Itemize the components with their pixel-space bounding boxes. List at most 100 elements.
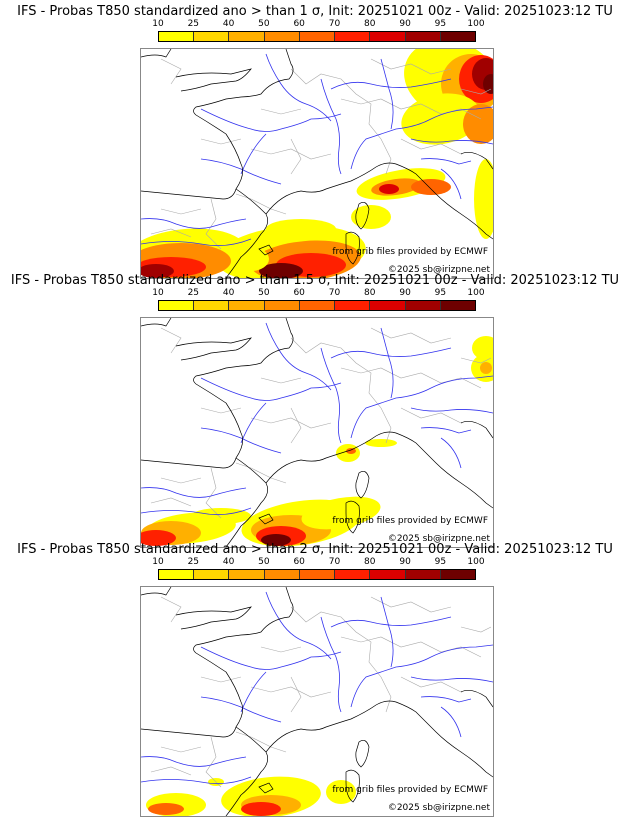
colorbar-segment (299, 301, 336, 310)
colorbar-tick: 95 (434, 19, 447, 29)
colorbar-tick: 100 (467, 19, 485, 29)
river (410, 407, 493, 414)
admin-border (400, 407, 462, 424)
coastline (355, 471, 370, 499)
probability-area (346, 448, 356, 454)
admin-border (290, 68, 392, 175)
colorbar-segment (194, 301, 230, 310)
credit-copyright: ©2025 sb@irizpne.net (387, 803, 490, 813)
coastline (460, 421, 493, 439)
rivers (141, 322, 493, 516)
river (330, 616, 452, 628)
colorbar-segment (299, 32, 336, 41)
river (200, 696, 282, 723)
probability-shading (141, 49, 493, 278)
coastline (258, 244, 274, 256)
admin-borders (150, 327, 492, 519)
admin-border (260, 108, 302, 115)
river (200, 646, 342, 670)
colorbar-tick: 100 (467, 557, 485, 567)
colorbar-tick: 90 (399, 19, 411, 29)
coastline (141, 318, 294, 469)
colorbar-tick: 40 (222, 19, 235, 29)
probability-area (472, 336, 493, 360)
credit-copyright: ©2025 sb@irizpne.net (387, 534, 490, 544)
probability-area (301, 496, 381, 530)
admin-border (290, 138, 302, 175)
admin-border (290, 407, 302, 444)
admin-border (370, 327, 452, 344)
colorbar-tick: 80 (364, 288, 376, 298)
admin-border (160, 596, 182, 623)
colorbar-tick: 40 (222, 557, 235, 567)
admin-border (290, 676, 302, 713)
probability-shading (141, 336, 493, 547)
colorbar-ticks: 10 25 40 50 60 70 80 90 95 100 (152, 557, 484, 568)
river (320, 78, 342, 175)
coastline (225, 188, 268, 278)
colorbar-tick: 90 (399, 557, 411, 567)
river (440, 168, 462, 200)
probability-area (411, 179, 451, 195)
probability-area (351, 205, 391, 229)
river (141, 487, 247, 498)
admin-border (460, 88, 492, 95)
rivers (141, 53, 493, 247)
coastlines (141, 49, 493, 278)
admin-border (250, 417, 332, 429)
colorbar-segment (440, 32, 475, 41)
colorbar-tick: 50 (258, 19, 270, 29)
colorbar-tick: 25 (187, 557, 200, 567)
colorbar-segment (229, 570, 265, 579)
admin-border (205, 736, 222, 788)
admin-border (340, 367, 482, 389)
admin-border (370, 596, 452, 613)
probability-area (191, 508, 251, 524)
probability-area (233, 247, 269, 271)
river (380, 327, 394, 399)
colorbar-tick: 40 (222, 288, 235, 298)
coastline (460, 152, 493, 170)
colorbar-tick: 50 (258, 557, 270, 567)
river (350, 644, 493, 708)
credit-source: from grib files provided by ECMWF (332, 247, 488, 257)
probability-area (474, 159, 493, 239)
river (200, 377, 342, 401)
panel-title: IFS - Probas T850 standardized ano > tha… (10, 273, 620, 288)
colorbar-tick: 80 (364, 557, 376, 567)
admin-border (370, 58, 452, 75)
admin-border (400, 138, 462, 155)
admin-border (160, 58, 182, 85)
coastline (175, 337, 252, 361)
colorbar-segment (264, 32, 300, 41)
river (330, 347, 452, 359)
coastline (345, 769, 360, 803)
admin-border (150, 766, 192, 776)
colorbar (158, 31, 476, 42)
coastline (258, 513, 274, 525)
coastlines (141, 587, 493, 816)
river (141, 756, 247, 767)
colorbar-segment (440, 301, 475, 310)
coastline (460, 690, 493, 708)
river (265, 322, 332, 391)
colorbar (158, 300, 476, 311)
coastline (225, 457, 268, 547)
river (141, 776, 252, 785)
probability-area (379, 184, 399, 194)
coastline (265, 700, 493, 778)
colorbar-tick: 70 (328, 288, 341, 298)
coastline (141, 587, 172, 596)
colorbar-tick: 10 (152, 288, 164, 298)
probability-area (365, 439, 397, 447)
coastline (225, 726, 268, 816)
river (410, 676, 493, 683)
probability-area (141, 264, 174, 278)
admin-border (400, 676, 462, 693)
admin-border (460, 357, 492, 364)
probability-area (401, 93, 481, 145)
colorbar-segment (405, 570, 441, 579)
colorbar-segment (264, 570, 300, 579)
river (141, 238, 252, 247)
colorbar-segment (229, 32, 265, 41)
